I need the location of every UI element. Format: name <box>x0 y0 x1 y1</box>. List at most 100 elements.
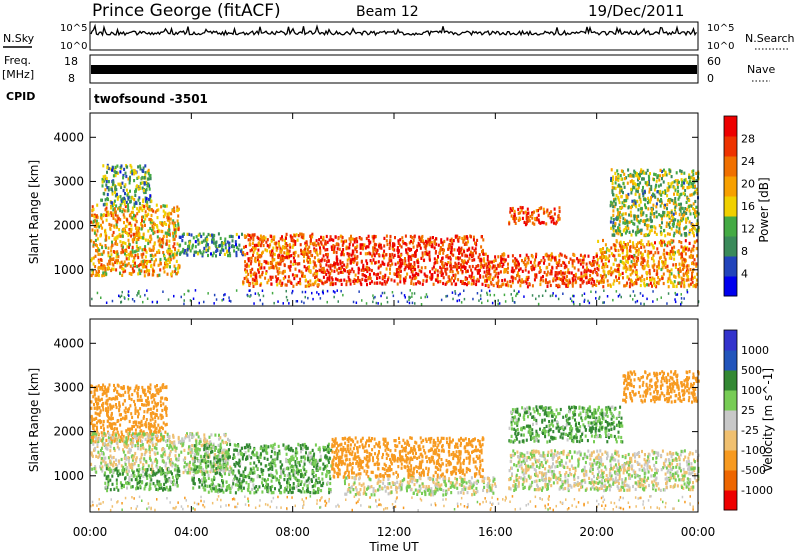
echo-cell <box>108 424 111 428</box>
echo-cell <box>636 175 639 179</box>
echo-cell <box>571 299 573 303</box>
echo-cell <box>533 222 536 226</box>
echo-cell <box>170 212 173 216</box>
echo-cell <box>291 235 294 239</box>
echo-cell <box>694 209 697 214</box>
echo-cell <box>375 260 378 265</box>
echo-cell <box>433 257 436 261</box>
echo-cell <box>558 258 561 262</box>
echo-cell <box>683 227 685 231</box>
echo-cell <box>655 272 658 276</box>
echo-cell <box>675 171 678 175</box>
echo-cell <box>407 266 410 270</box>
echo-cell <box>644 249 647 253</box>
echo-cell <box>132 259 135 263</box>
echo-cell <box>149 383 152 387</box>
echo-cell <box>242 280 245 285</box>
echo-cell <box>116 171 119 175</box>
echo-cell <box>180 441 183 445</box>
echo-cell <box>194 289 197 292</box>
echo-cell <box>635 174 638 178</box>
echo-cell <box>511 254 514 258</box>
echo-cell <box>141 236 144 240</box>
echo-cell <box>227 254 229 258</box>
echo-cell <box>667 285 670 289</box>
echo-cell <box>557 213 560 218</box>
echo-cell <box>632 269 635 273</box>
echo-cell <box>531 255 534 259</box>
echo-cell <box>144 238 147 242</box>
echo-cell <box>445 295 447 298</box>
echo-cell <box>507 266 509 270</box>
echo-cell <box>162 266 165 270</box>
echo-cell <box>632 185 635 189</box>
echo-cell <box>695 205 698 209</box>
echo-cell <box>317 259 320 263</box>
echo-cell <box>99 252 102 256</box>
echo-cell <box>127 206 130 210</box>
echo-cell <box>228 248 230 252</box>
echo-cell <box>95 219 98 223</box>
echo-cell <box>100 223 102 227</box>
echo-cell <box>682 277 685 282</box>
echo-cell <box>272 266 275 270</box>
echo-cell <box>134 190 136 194</box>
echo-cell <box>342 250 345 254</box>
echo-cell <box>535 209 538 213</box>
echo-cell <box>441 257 444 261</box>
echo-cell <box>649 229 652 233</box>
echo-cell <box>690 253 693 257</box>
echo-cell <box>255 279 258 283</box>
echo-cell <box>104 266 107 271</box>
echo-cell <box>436 260 439 265</box>
echo-cell <box>681 219 683 223</box>
echo-cell <box>407 256 410 260</box>
echo-cell <box>127 297 130 301</box>
echo-cell <box>309 241 312 246</box>
echo-cell <box>138 290 140 293</box>
echo-cell <box>279 249 282 254</box>
echo-cell <box>667 277 670 281</box>
echo-cell <box>451 276 453 280</box>
echo-cell <box>148 247 151 251</box>
echo-cell <box>326 240 329 244</box>
echo-cell <box>424 246 427 250</box>
echo-cell <box>604 243 607 247</box>
echo-cell <box>504 258 507 262</box>
echo-cell <box>470 282 473 286</box>
echo-cell <box>316 272 319 276</box>
power-colorbar-swatch <box>724 216 737 237</box>
echo-cell <box>525 216 528 220</box>
echo-cell <box>489 264 492 268</box>
echo-cell <box>271 259 274 263</box>
echo-cell <box>648 190 651 194</box>
echo-cell <box>385 267 388 271</box>
echo-cell <box>247 259 250 263</box>
echo-cell <box>127 222 130 226</box>
echo-cell <box>133 432 136 436</box>
echo-cell <box>688 247 691 251</box>
echo-cell <box>355 250 358 254</box>
echo-cell <box>674 205 677 209</box>
echo-cell <box>426 252 429 257</box>
echo-cell <box>583 274 586 278</box>
echo-cell <box>399 265 402 269</box>
echo-cell <box>113 460 115 464</box>
echo-cell <box>121 416 124 420</box>
echo-cell <box>675 225 678 229</box>
echo-cell <box>196 252 199 256</box>
echo-cell <box>411 295 413 298</box>
echo-cell <box>482 275 485 279</box>
echo-cell <box>252 250 255 254</box>
echo-cell <box>669 242 672 246</box>
echo-cell <box>634 265 637 269</box>
echo-cell <box>470 235 472 239</box>
echo-cell <box>122 245 124 249</box>
echo-cell <box>471 271 474 275</box>
echo-cell <box>188 244 191 248</box>
echo-cell <box>319 240 322 244</box>
echo-cell <box>404 259 407 263</box>
echo-cell <box>636 199 639 203</box>
echo-cell <box>118 228 121 232</box>
echo-cell <box>666 186 669 190</box>
